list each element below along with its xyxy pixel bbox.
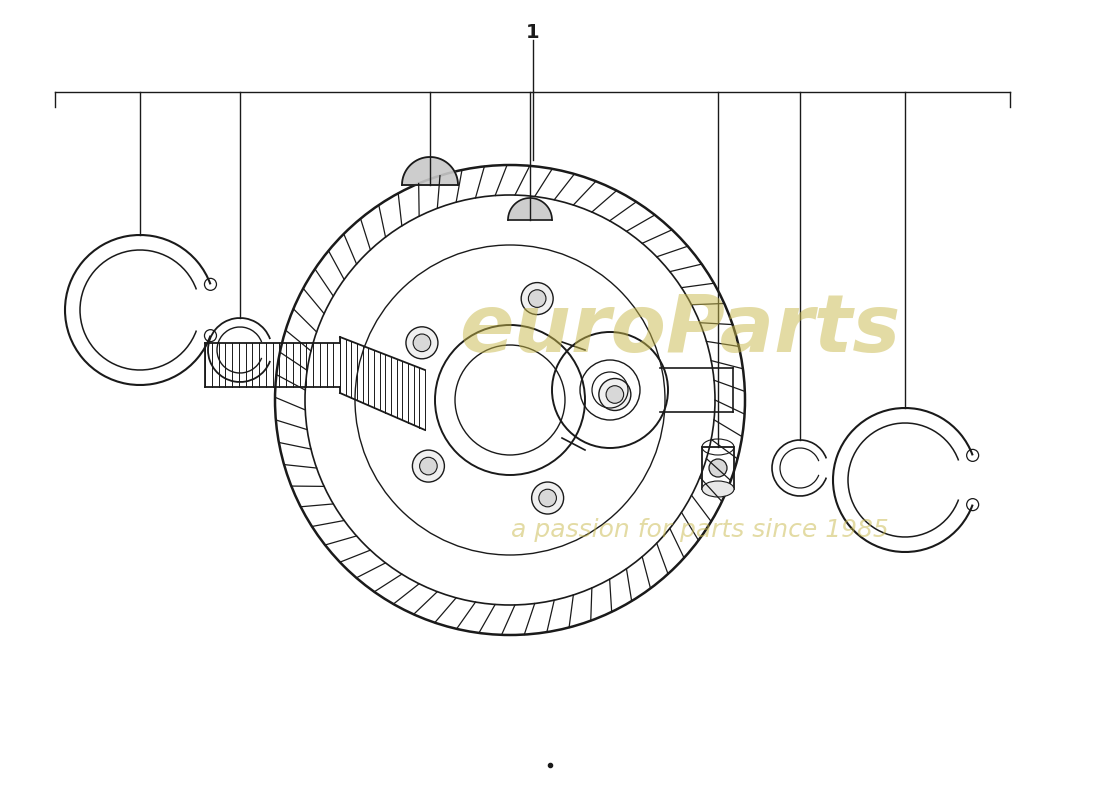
Bar bbox=[702, 447, 734, 489]
Circle shape bbox=[539, 490, 557, 507]
Circle shape bbox=[419, 458, 437, 475]
Circle shape bbox=[521, 282, 553, 314]
Circle shape bbox=[406, 327, 438, 359]
Circle shape bbox=[528, 290, 546, 307]
Ellipse shape bbox=[702, 481, 734, 497]
Circle shape bbox=[598, 378, 631, 410]
Text: a passion for parts since 1985: a passion for parts since 1985 bbox=[512, 518, 889, 542]
Circle shape bbox=[531, 482, 563, 514]
Text: 1: 1 bbox=[526, 23, 540, 42]
Polygon shape bbox=[402, 157, 458, 185]
Text: euroParts: euroParts bbox=[460, 291, 901, 369]
Polygon shape bbox=[508, 198, 552, 220]
Circle shape bbox=[414, 334, 431, 352]
Circle shape bbox=[710, 459, 727, 477]
Circle shape bbox=[606, 386, 624, 403]
Circle shape bbox=[412, 450, 444, 482]
